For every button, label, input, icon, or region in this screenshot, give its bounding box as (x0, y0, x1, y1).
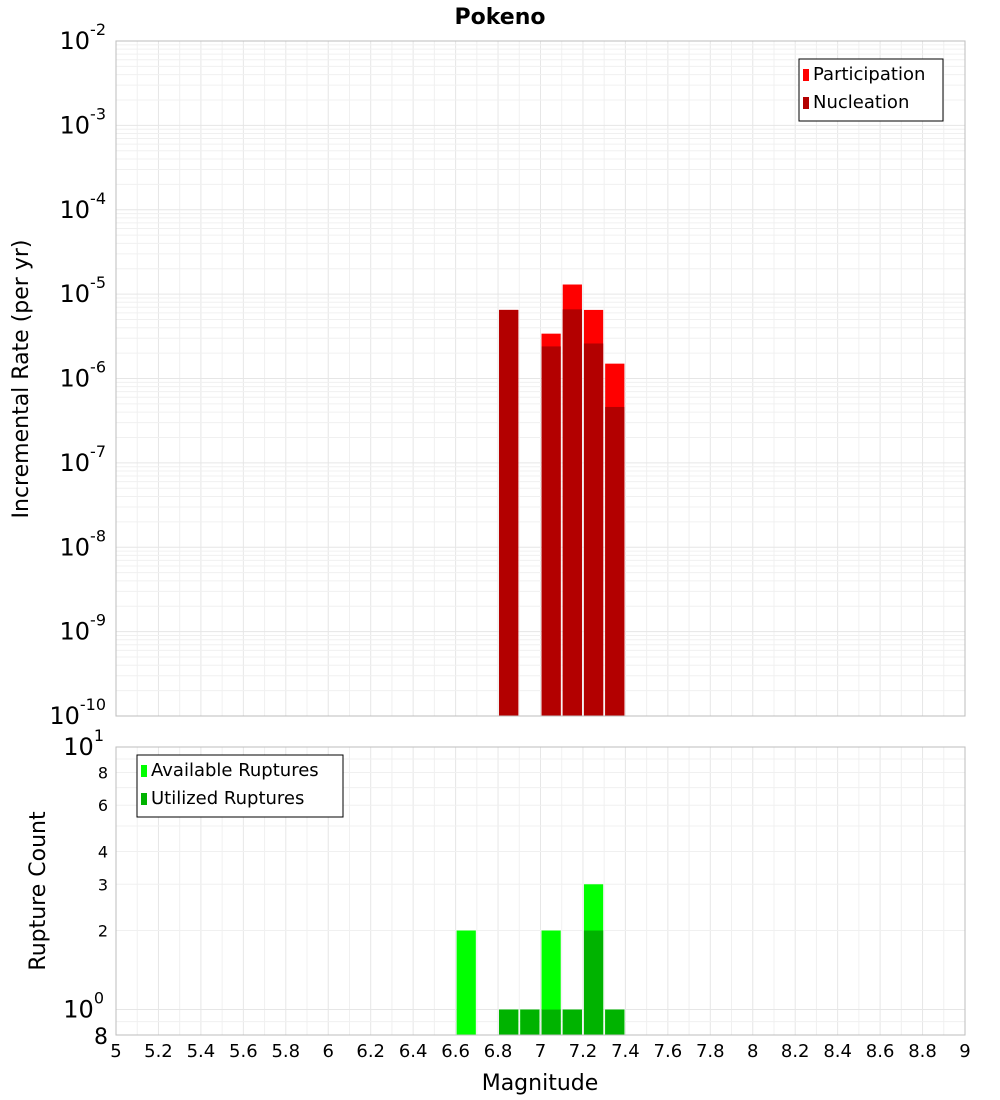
y-tick-label: 10-2 (60, 20, 107, 55)
x-tick-label: 8.6 (866, 1041, 895, 1062)
legend-swatch (141, 765, 147, 777)
y-tick-label: 10-10 (49, 695, 106, 730)
bar-nucleation (605, 406, 625, 716)
legend-swatch (803, 69, 809, 81)
bar-available-ruptures (456, 930, 476, 1035)
x-tick-label: 8.4 (823, 1041, 852, 1062)
x-tick-label: 5.4 (187, 1041, 216, 1062)
bar-nucleation (583, 343, 604, 716)
legend-box (136, 754, 344, 818)
y-tick-label: 2 (98, 922, 108, 941)
y-tick-label: 10-4 (60, 189, 107, 224)
x-tick-label: 6.2 (356, 1041, 385, 1062)
bar-utilized-ruptures (605, 1009, 625, 1035)
y-tick-label: 10-9 (60, 611, 107, 646)
x-tick-label: 7 (535, 1041, 546, 1062)
x-tick-label: 7.2 (569, 1041, 598, 1062)
bar-available-ruptures (541, 930, 561, 1035)
y-tick-label: 10-7 (60, 442, 107, 477)
rate-y-axis-label: Incremental Rate (per yr) (9, 240, 34, 519)
x-tick-label: 5.8 (271, 1041, 300, 1062)
x-tick-label: 8.8 (908, 1041, 937, 1062)
y-tick-label: 6 (98, 796, 108, 815)
y-tick-label: 10-8 (60, 526, 107, 561)
x-tick-label: 6 (323, 1041, 334, 1062)
y-tick-label: 3 (98, 875, 108, 894)
rate-plot: 10-2 10-3 10-4 10-5 10-6 10-7 10-8 10-9 10-10 Par… (49, 20, 966, 730)
legend-label: Utilized Ruptures (151, 788, 304, 809)
y-tick-label: 8 (98, 763, 108, 782)
bars (456, 884, 625, 1035)
legend-label: Participation (813, 64, 925, 85)
legend-label: Available Ruptures (151, 760, 319, 781)
x-tick-label: 5 (110, 1041, 121, 1062)
x-tick-labels: 5 5.2 5.4 5.6 5.8 6 6.2 6.4 6.6 6.8 7 7.2 7.4 7.6 7.8 8… (110, 1041, 970, 1062)
x-tick-label: 5.6 (229, 1041, 258, 1062)
bar-utilized-ruptures (499, 1009, 519, 1035)
bar-nucleation (499, 309, 519, 716)
x-tick-label: 7.4 (611, 1041, 640, 1062)
x-tick-label: 7.8 (696, 1041, 725, 1062)
y-tick-label: 101 (63, 726, 104, 761)
bar-utilized-ruptures (562, 1009, 582, 1035)
bar-nucleation (541, 346, 561, 716)
bar-utilized-ruptures (541, 1009, 561, 1035)
chart-title: Pokeno (455, 5, 546, 30)
y-tick-label: 8 (94, 1025, 108, 1050)
y-tick-label: 10-6 (60, 358, 107, 393)
y-tick-label: 10-3 (60, 104, 107, 139)
x-tick-label: 7.6 (654, 1041, 683, 1062)
x-tick-label: 6.4 (399, 1041, 428, 1062)
legend: Available Ruptures Utilized Ruptures (136, 754, 344, 818)
bar-utilized-ruptures (583, 930, 604, 1035)
bar-utilized-ruptures (520, 1009, 540, 1035)
x-tick-label: 9 (959, 1041, 970, 1062)
x-axis-label: Magnitude (482, 1071, 599, 1096)
legend-box (798, 58, 944, 122)
y-tick-label: 10-5 (60, 273, 107, 308)
x-tick-label: 8.2 (781, 1041, 810, 1062)
y-tick-label: 100 (63, 989, 104, 1024)
x-tick-label: 5.2 (144, 1041, 173, 1062)
legend: Participation Nucleation (798, 58, 944, 122)
bars (499, 284, 625, 716)
x-tick-label: 8 (747, 1041, 758, 1062)
x-tick-label: 6.8 (484, 1041, 513, 1062)
legend-swatch (803, 97, 809, 109)
rupture-y-axis-label: Rupture Count (26, 811, 51, 971)
legend-label: Nucleation (813, 92, 909, 113)
x-tick-label: 6.6 (441, 1041, 470, 1062)
y-tick-labels: 10-2 10-3 10-4 10-5 10-6 10-7 10-8 10-9 10-10 (49, 20, 106, 730)
bar-nucleation (562, 309, 582, 716)
y-tick-label: 4 (98, 842, 108, 861)
legend-swatch (141, 793, 147, 805)
